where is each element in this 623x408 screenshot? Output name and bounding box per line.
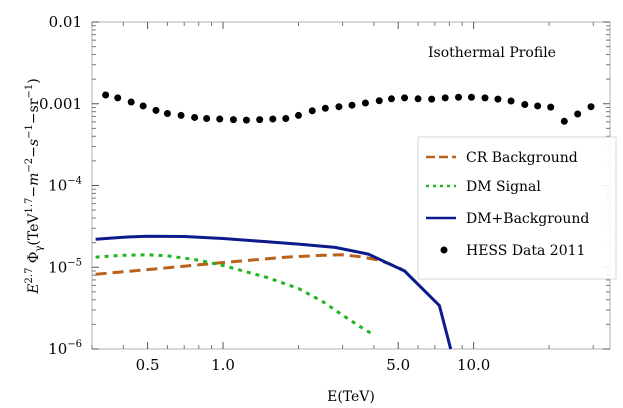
- y-tick-exponent: −5: [67, 257, 82, 268]
- data-point: [441, 94, 449, 102]
- y-axis-title: E2.7 Φγ(TeV1.7−m−2−s−1−sr−1): [24, 78, 45, 294]
- data-point: [574, 110, 582, 118]
- data-point: [282, 115, 290, 123]
- data-point: [203, 115, 211, 123]
- data-point: [256, 116, 264, 124]
- data-point: [139, 102, 147, 110]
- data-point: [269, 115, 277, 123]
- data-point: [467, 93, 475, 101]
- data-point: [507, 97, 515, 105]
- data-point: [127, 98, 135, 106]
- data-point: [102, 91, 110, 99]
- data-point: [454, 93, 462, 101]
- data-point: [335, 103, 343, 111]
- series-cr-background-line: [95, 253, 406, 276]
- data-point: [321, 104, 329, 112]
- data-point: [242, 116, 250, 124]
- series-dm-background-line: [95, 234, 453, 350]
- data-point: [229, 116, 237, 124]
- y-title-e: E: [26, 283, 42, 294]
- y-tick-exponent: −6: [67, 339, 82, 350]
- data-point: [401, 94, 409, 102]
- legend-label-hess-data-2011: HESS Data 2011: [466, 243, 585, 259]
- y-tick-label: 10−6: [48, 339, 82, 358]
- x-axis-title: E(TeV): [327, 389, 375, 405]
- y-title-u3e: −1: [24, 124, 35, 139]
- data-point: [348, 101, 356, 109]
- data-point: [534, 102, 542, 110]
- y-title-u4e: −1: [24, 84, 35, 99]
- y-title-phi: Φ: [26, 252, 42, 263]
- y-tick-label: 0.01: [49, 13, 82, 31]
- data-point: [361, 99, 369, 107]
- y-tick-label: 0.001: [39, 95, 82, 113]
- x-tick-label: 0.5: [136, 356, 160, 374]
- x-tick-label: 5.0: [386, 356, 410, 374]
- legend-label-dm-signal: DM Signal: [466, 179, 541, 195]
- y-tick-label: 10−4: [48, 176, 82, 195]
- data-point: [216, 115, 224, 123]
- legend-label-cr-background: CR Background: [466, 150, 578, 166]
- legend: CR Background DM Signal DM+Background HESS …: [417, 136, 617, 280]
- data-point: [177, 111, 185, 119]
- y-title-u3: −s: [26, 139, 42, 158]
- data-point: [481, 94, 489, 102]
- data-point: [387, 95, 395, 103]
- data-point: [521, 100, 529, 108]
- data-point: [560, 117, 568, 125]
- data-point: [587, 103, 595, 111]
- data-point: [494, 95, 502, 103]
- legend-label-dm-background: DM+Background: [466, 211, 589, 227]
- data-point: [114, 94, 122, 102]
- y-title-u2e: −2: [24, 158, 35, 173]
- y-tick-base: 10: [48, 258, 67, 276]
- data-point: [428, 95, 436, 103]
- y-tick-label: 10−5: [48, 257, 82, 276]
- data-point: [375, 97, 383, 105]
- y-title-u1: (TeV: [26, 213, 42, 246]
- y-tick-exponent: −4: [67, 176, 82, 187]
- series-layer: [95, 91, 595, 350]
- data-point: [414, 95, 422, 103]
- y-tick-base: 10: [48, 177, 67, 195]
- y-title-exp: 2.7: [24, 268, 35, 284]
- legend-swatch-hess-data-2011: [440, 246, 448, 254]
- data-point: [152, 106, 160, 114]
- data-point: [294, 111, 302, 119]
- y-title-phi-sub: γ: [34, 246, 45, 252]
- data-point: [547, 103, 555, 111]
- data-point: [308, 107, 316, 115]
- annotation-isothermal-profile: Isothermal Profile: [428, 45, 556, 61]
- series-dm-signal-line: [95, 253, 372, 335]
- series-hess-data-2011: [102, 91, 595, 125]
- x-tick-label: 1.0: [211, 356, 235, 374]
- data-point: [163, 109, 171, 117]
- y-title-u4: −sr: [26, 98, 42, 124]
- y-title-u2: −m: [26, 173, 42, 198]
- y-tick-base: 10: [48, 340, 67, 358]
- legend-box: [417, 136, 617, 280]
- y-title-close: ): [26, 78, 42, 83]
- data-point: [191, 113, 199, 121]
- x-tick-label: 10.0: [457, 356, 490, 374]
- y-title-u1e: 1.7: [24, 198, 35, 214]
